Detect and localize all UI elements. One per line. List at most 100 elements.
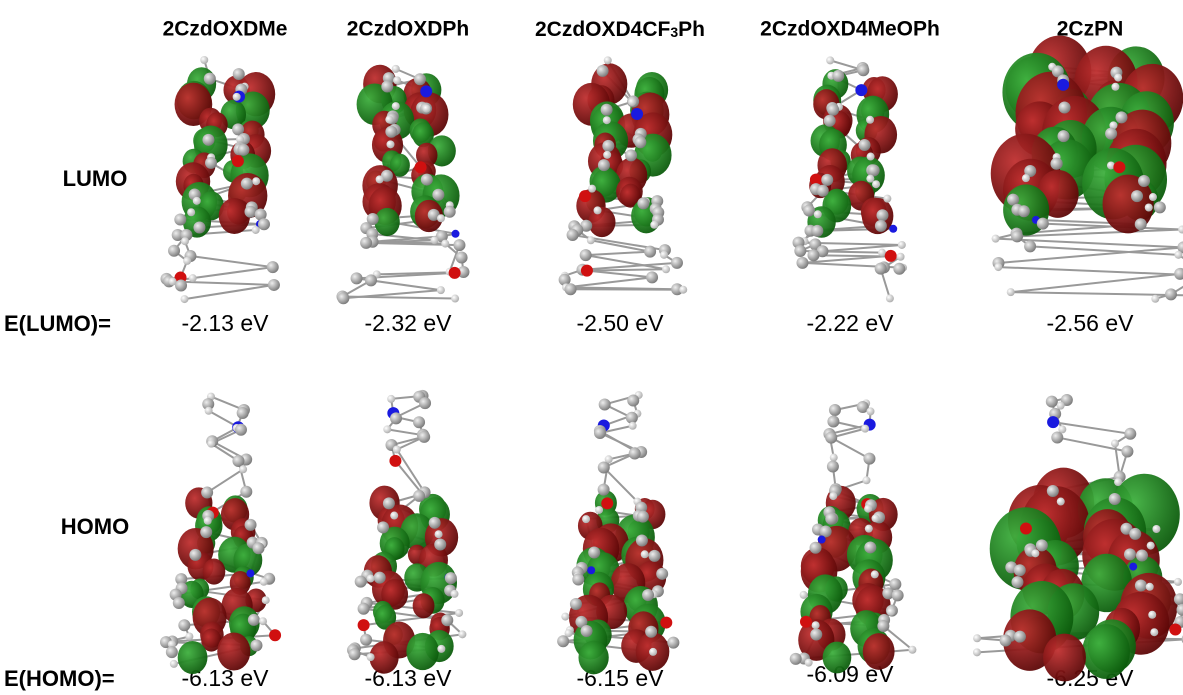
orbital-lobe bbox=[406, 633, 438, 670]
atom bbox=[1138, 175, 1150, 187]
atom bbox=[385, 126, 397, 138]
atom bbox=[587, 236, 595, 244]
atom bbox=[377, 521, 389, 533]
atom bbox=[1111, 439, 1119, 447]
header-part: 3 bbox=[670, 24, 678, 40]
atom bbox=[258, 218, 270, 230]
atom bbox=[824, 115, 836, 127]
atom bbox=[268, 279, 280, 291]
atom bbox=[679, 286, 687, 294]
atom bbox=[875, 220, 887, 232]
orbital-render bbox=[973, 394, 1183, 681]
atom bbox=[383, 425, 391, 433]
orbital-render bbox=[790, 399, 917, 673]
atom bbox=[599, 398, 611, 410]
atom bbox=[349, 648, 361, 660]
atom bbox=[432, 189, 444, 201]
bond bbox=[342, 297, 455, 299]
atom bbox=[392, 65, 400, 73]
bond bbox=[571, 289, 684, 290]
atom bbox=[1135, 580, 1147, 592]
atom bbox=[393, 76, 401, 84]
atom bbox=[829, 404, 841, 416]
column-header: 2CzdOXD4CF3Ph bbox=[535, 18, 705, 41]
atom bbox=[646, 271, 658, 283]
atom bbox=[1111, 83, 1119, 91]
energy-label: E(LUMO)= bbox=[4, 311, 111, 336]
atom bbox=[204, 73, 216, 85]
atom bbox=[1124, 428, 1136, 440]
atom bbox=[413, 490, 425, 502]
bond bbox=[998, 267, 1183, 275]
atom bbox=[875, 263, 887, 275]
atom bbox=[240, 486, 252, 498]
atom bbox=[865, 525, 873, 533]
atom bbox=[259, 617, 267, 625]
atom bbox=[656, 568, 668, 580]
atom bbox=[435, 530, 443, 538]
atom bbox=[570, 598, 582, 610]
atom bbox=[973, 634, 981, 642]
atom bbox=[381, 80, 393, 92]
atom bbox=[250, 639, 262, 651]
atom bbox=[1020, 523, 1032, 535]
atom bbox=[200, 526, 212, 538]
atom bbox=[994, 263, 1002, 271]
atom bbox=[189, 549, 201, 561]
atom bbox=[631, 108, 643, 120]
atom bbox=[645, 626, 657, 638]
atom bbox=[862, 476, 870, 484]
orbital-lobe bbox=[588, 207, 615, 237]
atom bbox=[260, 578, 268, 586]
atom bbox=[1152, 525, 1160, 533]
atom bbox=[202, 134, 214, 146]
atom bbox=[817, 185, 829, 197]
atom bbox=[637, 511, 649, 523]
atom bbox=[437, 645, 445, 653]
atom bbox=[598, 461, 610, 473]
atom bbox=[1151, 295, 1159, 303]
atom bbox=[434, 538, 446, 550]
atom bbox=[207, 440, 215, 448]
atom bbox=[1121, 446, 1133, 458]
atom bbox=[601, 104, 613, 116]
atom bbox=[604, 56, 612, 64]
atom bbox=[1135, 218, 1147, 230]
bond bbox=[1011, 274, 1180, 292]
atom bbox=[642, 589, 654, 601]
atom bbox=[588, 185, 596, 193]
atom bbox=[173, 597, 185, 609]
atom bbox=[790, 653, 802, 665]
atom bbox=[1129, 563, 1137, 571]
atom bbox=[1150, 628, 1158, 636]
orbital-render bbox=[559, 56, 688, 295]
orbital-lobe bbox=[219, 198, 250, 234]
atom bbox=[1031, 549, 1039, 557]
atom bbox=[814, 210, 822, 218]
atom bbox=[603, 151, 611, 159]
atom bbox=[449, 267, 461, 279]
bond bbox=[1017, 230, 1182, 237]
atom bbox=[451, 590, 459, 598]
atom bbox=[1058, 130, 1070, 142]
atom bbox=[866, 407, 874, 415]
atom bbox=[367, 653, 375, 661]
atom bbox=[1051, 431, 1063, 443]
atom bbox=[827, 460, 839, 472]
atom bbox=[235, 424, 247, 436]
atom bbox=[1050, 158, 1062, 170]
orbital-lobe bbox=[413, 593, 435, 618]
atom bbox=[423, 105, 431, 113]
atom bbox=[205, 407, 213, 415]
atom bbox=[232, 155, 244, 167]
atom bbox=[193, 222, 205, 234]
atom bbox=[634, 136, 646, 148]
atom bbox=[248, 614, 260, 626]
atom bbox=[825, 513, 837, 525]
orbital-lobe bbox=[863, 633, 895, 670]
atom bbox=[602, 140, 614, 152]
atom bbox=[385, 116, 393, 124]
atom bbox=[830, 454, 838, 462]
atom bbox=[1178, 226, 1183, 234]
atom bbox=[1057, 498, 1065, 506]
